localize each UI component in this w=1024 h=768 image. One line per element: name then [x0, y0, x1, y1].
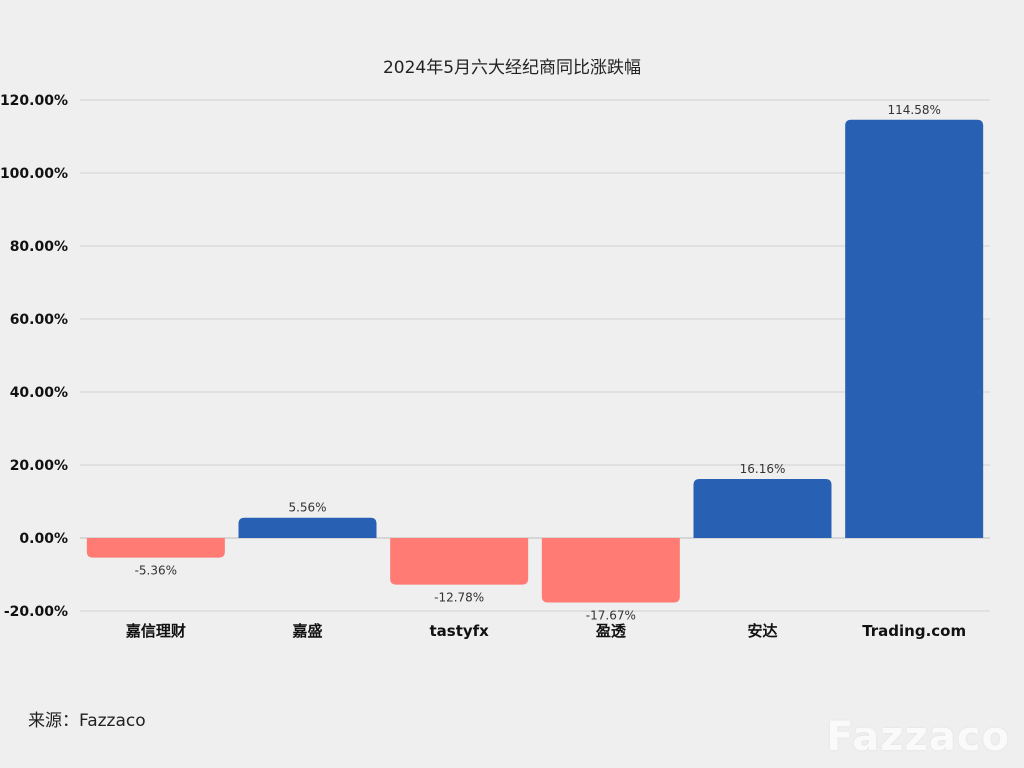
data-label: -17.67%	[586, 608, 636, 622]
x-tick-label: 安达	[747, 622, 777, 640]
x-tick-label: 嘉盛	[291, 622, 322, 640]
y-tick-label: -20.00%	[4, 604, 68, 620]
data-label: 16.16%	[740, 462, 786, 476]
bar	[238, 517, 377, 538]
y-tick-label: 120.00%	[0, 93, 68, 109]
x-tick-label: tastyfx	[429, 622, 489, 640]
bar	[693, 479, 832, 538]
bars: -5.36% 嘉信理财 5.56% 嘉盛 -12.78% tastyfx -17.67%盈透…	[86, 103, 984, 640]
bar	[845, 119, 984, 539]
x-tick-label: 嘉信理财	[125, 622, 186, 640]
source-note: 来源：Fazzaco	[28, 711, 146, 731]
bar	[86, 538, 225, 558]
bar	[541, 538, 680, 603]
y-tick-label: 40.00%	[10, 385, 68, 401]
chart-title: 2024年5月六大经纪商同比涨跌幅	[383, 58, 641, 78]
y-tick-label: 0.00%	[19, 531, 68, 547]
data-label: 5.56%	[288, 501, 326, 515]
x-tick-label: 盈透	[595, 622, 627, 640]
y-tick-label: 60.00%	[10, 312, 68, 328]
y-tick-label: 80.00%	[10, 239, 68, 255]
data-label: -5.36%	[135, 564, 177, 578]
data-label: -12.78%	[434, 591, 484, 605]
x-tick-label: Trading.com	[862, 622, 966, 640]
y-tick-label: 20.00%	[10, 458, 68, 474]
data-label: 114.58%	[887, 103, 940, 117]
grid-lines: -20.00% 0.00% 20.00% 40.00% 60.00% 80.00% 100.…	[0, 93, 990, 620]
bar	[390, 538, 529, 585]
y-tick-label: 100.00%	[0, 166, 68, 182]
watermark-logo: Fazzaco	[826, 714, 1010, 760]
